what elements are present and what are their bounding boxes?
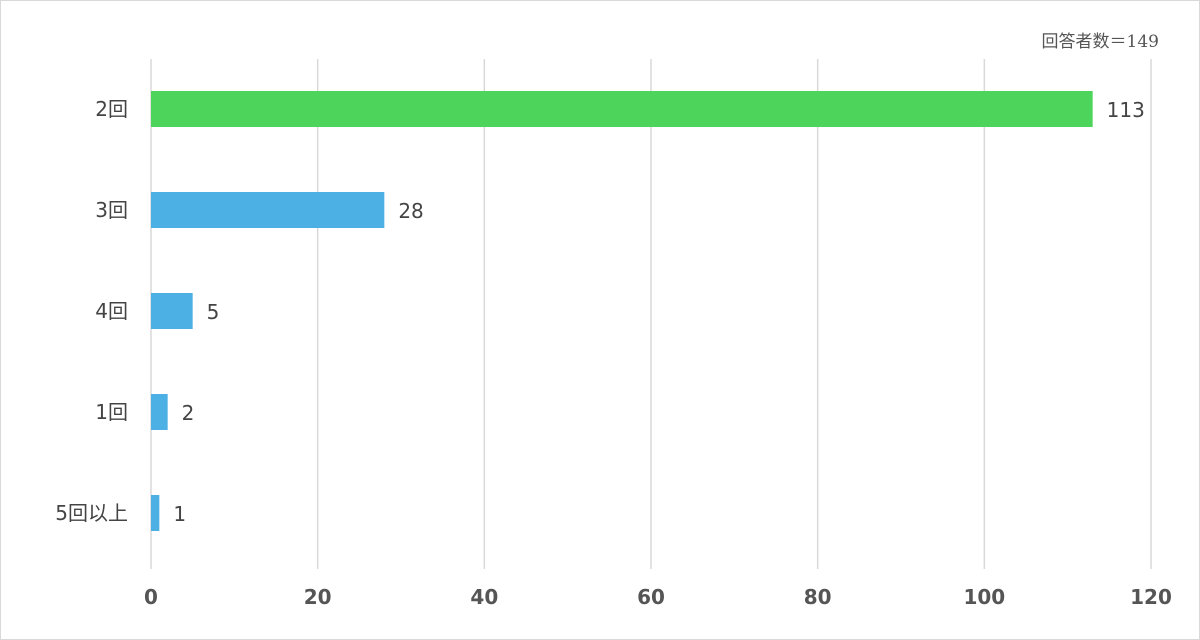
category-label: 2回 [95, 97, 128, 121]
data-label: 2 [182, 401, 195, 425]
x-tick-label: 120 [1130, 585, 1172, 609]
data-label: 113 [1107, 98, 1145, 122]
bar [151, 91, 1093, 127]
data-label: 28 [398, 199, 423, 223]
x-tick-label: 80 [804, 585, 832, 609]
category-label: 4回 [95, 299, 128, 323]
category-label: 5回以上 [55, 501, 128, 525]
bar [151, 192, 385, 228]
x-tick-label: 100 [963, 585, 1005, 609]
x-tick-label: 60 [637, 585, 665, 609]
x-tick-label: 20 [304, 585, 332, 609]
x-tick-label: 40 [470, 585, 498, 609]
category-label: 3回 [95, 198, 128, 222]
bar [151, 394, 168, 430]
bar [151, 495, 160, 531]
data-label: 1 [173, 502, 186, 526]
bar [151, 293, 193, 329]
x-tick-label: 0 [144, 585, 158, 609]
data-label: 5 [207, 300, 220, 324]
category-label: 1回 [95, 400, 128, 424]
respondents-note: 回答者数＝149 [1041, 32, 1159, 52]
